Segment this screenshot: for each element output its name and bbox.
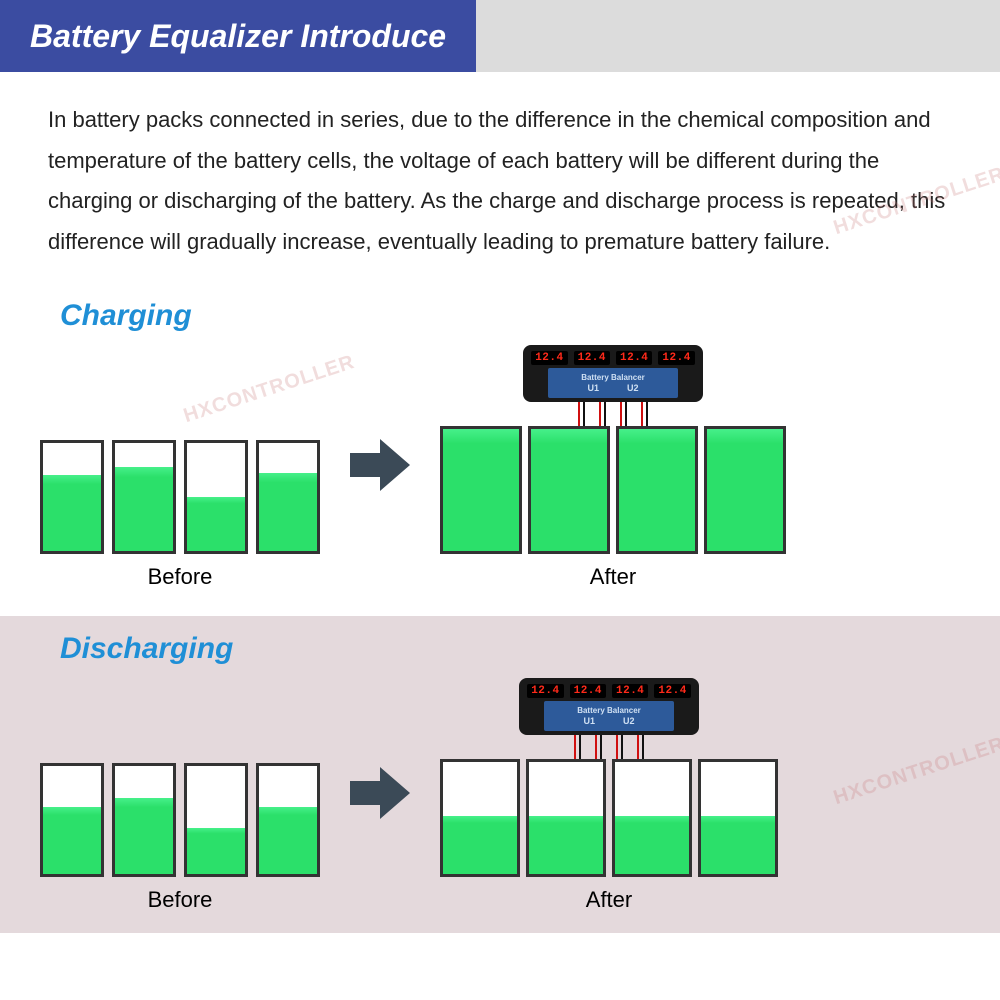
header-inner: Battery Equalizer Introduce xyxy=(0,0,476,72)
balancer-name: Battery Balancer xyxy=(581,373,645,382)
arrow-icon xyxy=(350,765,410,826)
battery-icon xyxy=(528,426,610,554)
voltage-display: 12.4 xyxy=(531,351,567,365)
battery-icon xyxy=(616,426,698,554)
balancer-body: 12.4 12.4 12.4 12.4 Battery Balancer U1 U2 xyxy=(523,345,703,402)
battery-icon xyxy=(40,440,104,554)
balancer-u2: U2 xyxy=(627,383,639,393)
voltage-display: 12.4 xyxy=(654,684,690,698)
discharging-section: Discharging Before 12.4 12.4 12.4 12.4 Batt… xyxy=(0,616,1000,933)
battery-icon xyxy=(112,763,176,877)
arrow-icon xyxy=(350,437,410,498)
balancer-device: 12.4 12.4 12.4 12.4 Battery Balancer U1 U2 xyxy=(523,345,703,426)
battery-icon xyxy=(40,763,104,877)
balancer-u1: U1 xyxy=(587,383,599,393)
header-band: Battery Equalizer Introduce xyxy=(0,0,1000,72)
battery-icon xyxy=(440,426,522,554)
charging-after-col: 12.412.412.412.4 Battery Balancer U1 U2 … xyxy=(440,345,786,590)
charging-before-label: Before xyxy=(148,564,213,590)
battery-icon xyxy=(704,426,786,554)
discharging-before-col: Before xyxy=(40,763,320,913)
charging-row: Before 12.4 12.4 12.4 12.4 Battery Balancer… xyxy=(40,345,960,590)
page-title: Battery Equalizer Introduce xyxy=(30,18,446,55)
balancer-u2: U2 xyxy=(623,716,635,726)
charging-section: Charging Before 12.4 12.4 12.4 12.4 Battery… xyxy=(0,283,1000,610)
balancer-name: Battery Balancer xyxy=(577,706,641,715)
battery-icon xyxy=(256,440,320,554)
voltage-display: 12.4 xyxy=(574,351,610,365)
battery-icon xyxy=(698,759,778,877)
charging-after-label: After xyxy=(590,564,636,590)
charging-title: Charging xyxy=(60,299,960,333)
battery-icon xyxy=(526,759,606,877)
battery-icon xyxy=(112,440,176,554)
battery-icon xyxy=(612,759,692,877)
balancer-displays: 12.4 12.4 12.4 12.4 xyxy=(527,684,691,698)
battery-icon xyxy=(440,759,520,877)
discharging-before-label: Before xyxy=(148,887,213,913)
discharging-after-label: After xyxy=(586,887,632,913)
balancer-displays: 12.4 12.4 12.4 12.4 xyxy=(531,351,695,365)
charging-before-col: Before xyxy=(40,440,320,590)
discharging-row: Before 12.4 12.4 12.4 12.4 Battery Balancer… xyxy=(40,678,960,913)
charging-before-batteries xyxy=(40,440,320,554)
discharging-title: Discharging xyxy=(60,632,960,666)
balancer-wires xyxy=(574,735,644,759)
charging-after-batteries xyxy=(440,426,786,554)
balancer-u1: U1 xyxy=(583,716,595,726)
battery-icon xyxy=(184,763,248,877)
balancer-wires xyxy=(578,402,648,426)
battery-icon xyxy=(184,440,248,554)
voltage-display: 12.4 xyxy=(527,684,563,698)
battery-icon xyxy=(256,763,320,877)
discharging-before-batteries xyxy=(40,763,320,877)
voltage-display: 12.4 xyxy=(658,351,694,365)
discharging-after-col: 12.412.412.412.4 Battery Balancer U1 U2 … xyxy=(440,678,778,913)
voltage-display: 12.4 xyxy=(612,684,648,698)
discharging-after-batteries xyxy=(440,759,778,877)
balancer-device: 12.4 12.4 12.4 12.4 Battery Balancer U1 U2 xyxy=(519,678,699,759)
voltage-display: 12.4 xyxy=(616,351,652,365)
balancer-panel: Battery Balancer U1 U2 xyxy=(544,701,674,731)
balancer-panel: Battery Balancer U1 U2 xyxy=(548,368,678,398)
voltage-display: 12.4 xyxy=(570,684,606,698)
balancer-body: 12.4 12.4 12.4 12.4 Battery Balancer U1 U2 xyxy=(519,678,699,735)
intro-paragraph: In battery packs connected in series, du… xyxy=(0,72,1000,283)
